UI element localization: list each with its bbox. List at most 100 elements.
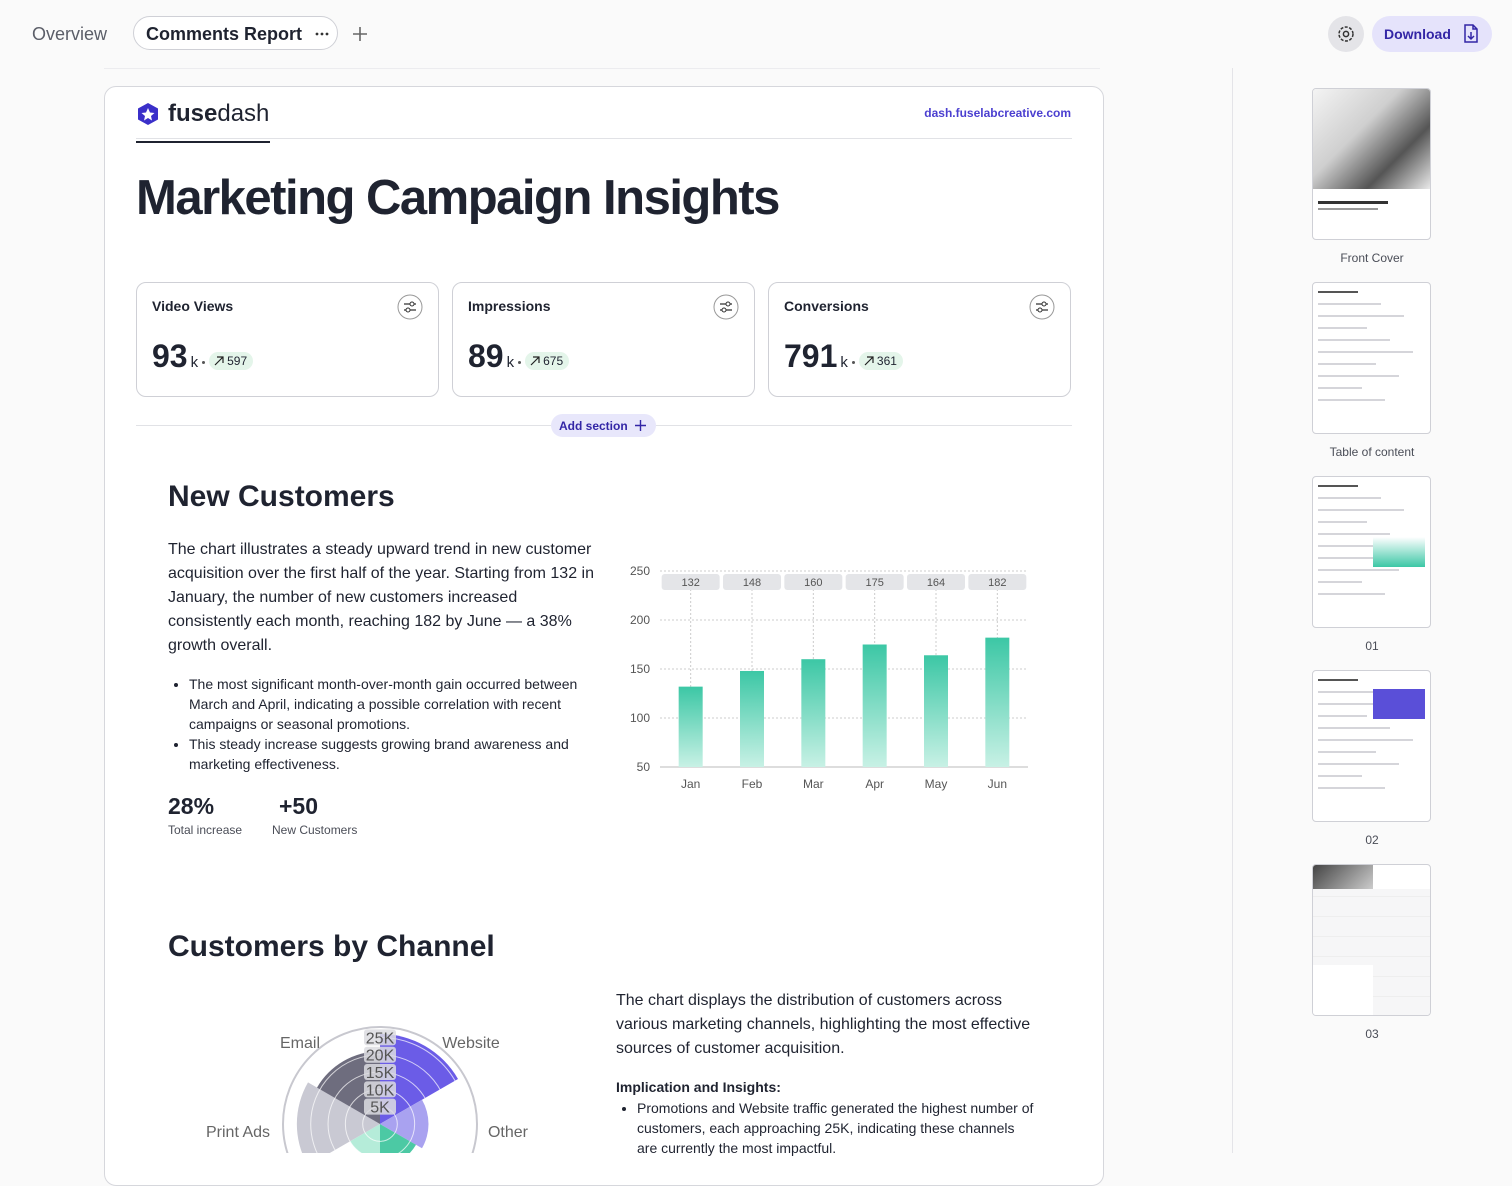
arrow [864,356,874,366]
tick-label-bg [364,1098,396,1115]
tab-title[interactable]: Comments Report [146,24,303,44]
tick-label-bg [364,1064,396,1081]
thumb-line [1318,351,1413,353]
thumbnail-label: 03 [1365,1027,1379,1041]
wedge [380,1099,429,1149]
thumb-line [1318,339,1390,341]
thumbnail-label: 02 [1365,833,1379,847]
add-tab-icon[interactable] [351,25,369,43]
logo-icon [138,103,158,125]
thumb-line [1318,751,1376,753]
wedge [296,1082,380,1153]
x-tick-label: Jun [988,777,1007,791]
kpi-unit: k [840,354,848,371]
download-button[interactable] [1372,16,1492,52]
r-tick-label: 25K [366,1030,395,1047]
tab[interactable]: Overview [32,24,108,44]
filter-button[interactable] [397,294,423,320]
thumb-chart [1373,537,1425,567]
thumb-line [1318,208,1378,210]
y-tick-label: 250 [630,564,650,578]
thumb-line [1318,533,1390,535]
bullet-list: Promotions and Website traffic generated… [616,1098,1037,1158]
value-label-bg [845,574,904,590]
y-tick-label: 100 [630,711,650,725]
kpi-value: 791 [784,338,838,374]
thumb-line [1318,703,1404,705]
page: Comments Report {"tabs": ["Overview", "C… [0,0,1512,1153]
settings-button[interactable] [1328,16,1364,52]
download-icon[interactable] [1462,24,1480,44]
value-label: 148 [743,577,761,589]
page-thumbnail[interactable] [1312,88,1431,240]
category-label: Website [442,1035,500,1052]
value-label-bg [907,574,965,590]
thumbnail-label: 01 [1365,639,1379,653]
value-label-bg [723,574,781,590]
add-section-icon[interactable] [634,419,647,432]
header-line [136,138,1072,139]
y-tick-label: 200 [630,613,650,627]
kpi-card: Impressions 89 k 675 [452,282,755,397]
tab-menu-icon[interactable] [312,27,332,41]
page-thumbnail[interactable] [1312,670,1431,822]
delta-arrow [864,356,874,366]
tab-active[interactable] [133,16,338,50]
thumb-line [1318,497,1381,499]
kpi-value: 89 [468,338,504,374]
filter-knob [409,301,415,307]
thumb-line [1318,715,1367,717]
arrow [214,356,224,366]
page-thumbnail[interactable] [1312,476,1431,628]
bullet: The most significant month-over-month ga… [189,674,599,734]
thumb-line [1318,727,1390,729]
r-tick-label: 10K [366,1082,395,1099]
filter-knob [405,307,411,313]
stat-label: Total increase [168,823,243,837]
stat-value: 28% [168,793,215,819]
kpi-card: Video Views 93 k 597 [136,282,439,397]
thumb-line [1318,327,1367,329]
add-section-button[interactable] [551,414,656,437]
kpi-unit: k [190,354,199,371]
separator-dot [518,361,522,364]
section-heading: New Customers [168,480,395,513]
thumb-image [1313,89,1430,189]
delta-arrow [530,356,540,366]
bullet-list: The most significant month-over-month ga… [168,674,599,774]
x-tick-label: Feb [742,777,763,791]
thumb-line [1318,521,1367,523]
wedge [380,1033,459,1124]
category-label: Print Ads [206,1124,270,1141]
page-thumbnail[interactable] [1312,282,1431,434]
thumb-line [1318,691,1381,693]
filter-button[interactable] [1029,294,1055,320]
section-paragraph: The chart illustrates a steady upward tr… [168,541,594,654]
brand-bold: fuse [168,100,218,127]
thumb-panel [1313,965,1373,1015]
thumb-line [1318,581,1362,583]
filter-circle [397,294,423,320]
report-url[interactable]: dash.fuselabcreative.com [924,106,1071,120]
kpi-delta: 361 [858,352,903,370]
thumb-line [1318,775,1362,777]
filter-circle [713,294,739,320]
download-label[interactable]: Download [1384,26,1451,42]
delta-arrow [214,356,224,366]
kpi-label: Conversions [784,298,869,314]
thumb-image [1313,865,1373,889]
add-section-label[interactable]: Add section [559,419,628,433]
kpi-delta: 597 [209,352,254,370]
kpi-delta: 675 [525,352,570,370]
page-thumbnail[interactable] [1312,864,1431,1016]
thumb-line [1318,763,1399,765]
filter-knob [725,301,731,307]
thumb-line [1318,375,1399,377]
thumb-line [1318,303,1381,305]
separator-dot [851,361,855,364]
body: Overview Comments Report Download fuse da… [0,0,1512,1153]
thumb-line [1318,509,1404,511]
filter-button[interactable] [713,294,739,320]
bar [924,655,948,767]
x-tick-label: May [925,777,948,791]
